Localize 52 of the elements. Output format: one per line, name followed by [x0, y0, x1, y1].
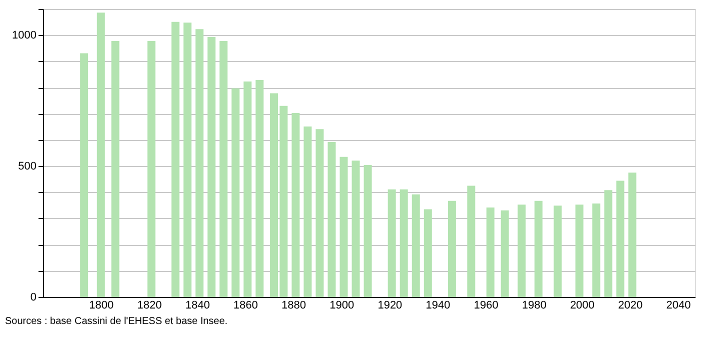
bar — [171, 22, 180, 297]
x-tick-label: 2020 — [618, 300, 643, 312]
bar — [195, 29, 204, 297]
x-tick-label: 1940 — [426, 300, 450, 312]
bar — [183, 22, 192, 297]
x-tick-label: 1960 — [474, 300, 498, 312]
bar — [292, 112, 300, 297]
x-tick-label: 1900 — [330, 300, 354, 312]
y-tick-label: 0 — [30, 292, 36, 304]
x-tick-label: 1920 — [378, 300, 402, 312]
x-tick-label: 1880 — [282, 300, 306, 312]
bar — [534, 200, 543, 297]
bar — [232, 88, 240, 297]
bar — [220, 40, 228, 297]
bar — [486, 207, 494, 297]
bar — [352, 160, 360, 297]
bar — [424, 209, 432, 297]
x-tick-label: 1840 — [185, 300, 210, 312]
bar — [340, 156, 348, 297]
bar — [604, 190, 612, 297]
x-tick-label: 2000 — [570, 300, 595, 312]
x-tick-label: 1820 — [137, 300, 162, 312]
bar — [400, 189, 408, 297]
bar — [388, 189, 396, 297]
y-tick-label: 1000 — [12, 30, 36, 42]
bar — [448, 200, 456, 297]
bar — [96, 12, 105, 297]
bar — [575, 204, 584, 297]
bar — [628, 172, 636, 297]
bar — [467, 186, 476, 297]
bar — [616, 180, 624, 297]
bar — [412, 194, 420, 297]
bar — [316, 129, 324, 297]
y-tick-label: 500 — [18, 160, 36, 173]
bar — [111, 40, 120, 297]
x-tick-label: 2040 — [666, 300, 691, 312]
x-tick-label: 1800 — [89, 300, 114, 312]
bar — [592, 204, 600, 297]
bar — [208, 37, 216, 297]
bar — [518, 204, 526, 297]
bar — [256, 80, 264, 297]
source-note: Sources : base Cassini de l'EHESS et base Insee. — [5, 316, 228, 327]
bar — [328, 142, 336, 297]
bar — [147, 40, 156, 297]
bar — [304, 126, 312, 297]
x-tick-label: 1980 — [522, 300, 546, 312]
bar — [80, 53, 88, 297]
bar — [244, 82, 252, 297]
bar — [500, 210, 509, 297]
bar — [364, 165, 372, 297]
bar — [554, 206, 562, 297]
x-tick-label: 1860 — [233, 300, 258, 312]
